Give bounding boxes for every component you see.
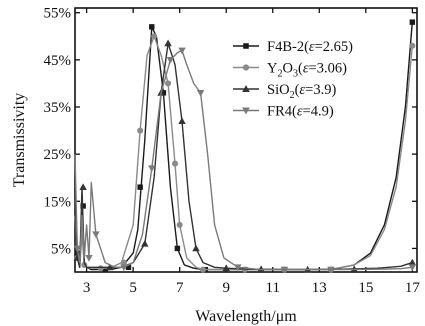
y-tick-label: 15%: [44, 194, 72, 210]
data-point: [106, 263, 114, 271]
data-point: [222, 264, 230, 272]
data-point: [178, 117, 186, 125]
data-point: [409, 42, 416, 49]
data-point: [199, 266, 206, 273]
series-3: [73, 39, 417, 273]
legend-marker: [242, 107, 250, 115]
x-axis-title: Wavelength/μm: [195, 308, 297, 325]
y-tick-label: 55%: [44, 6, 72, 22]
legend-entry: F4B-2(ε=2.65): [233, 39, 353, 55]
legend-marker: [243, 43, 249, 49]
x-tick-label: 13: [312, 280, 327, 296]
series-line: [74, 42, 413, 271]
legend-marker: [242, 85, 250, 92]
data-point: [409, 19, 416, 25]
data-point: [148, 165, 156, 173]
tick-labels: 3 5 7 9 11 13 15 17 5% 15% 25% 35% 45% 55%: [44, 6, 421, 296]
legend: F4B-2(ε=2.65) Y2O3(ε=3.06) SiO2(ε=3.9) FR4(…: [233, 39, 353, 120]
data-point: [97, 265, 104, 272]
x-tick-label: 17: [405, 280, 421, 296]
data-point: [120, 264, 128, 272]
series-1: [74, 19, 416, 273]
data-point: [280, 266, 289, 274]
legend-label: SiO2(ε=3.9): [267, 82, 336, 101]
x-tick-label: 15: [358, 280, 373, 296]
data-point: [141, 239, 149, 247]
data-point: [151, 33, 158, 40]
data-point: [137, 184, 143, 190]
legend-label: FR4(ε=4.9): [267, 104, 334, 120]
x-tick-label: 9: [222, 280, 230, 296]
data-point: [73, 245, 82, 253]
data-point: [137, 127, 144, 134]
series-line: [74, 22, 413, 271]
data-point: [79, 183, 87, 191]
data-point: [176, 221, 183, 228]
legend-marker: [242, 64, 250, 71]
x-tick-label: 11: [266, 280, 280, 296]
data-point: [234, 264, 242, 272]
y-tick-label: 45%: [44, 53, 72, 69]
y-axis-title: Transmissivity: [11, 93, 28, 188]
series-4: [73, 47, 417, 274]
data-point: [192, 244, 200, 252]
y-tick-label: 35%: [44, 100, 72, 116]
y-tick-label: 25%: [44, 147, 72, 163]
legend-label: Y2O3(ε=3.06): [267, 61, 347, 80]
legend-entry: SiO2(ε=3.9): [233, 82, 336, 101]
data-point: [172, 160, 179, 167]
data-point: [327, 266, 335, 274]
legend-entry: FR4(ε=4.9): [233, 104, 334, 120]
data-point: [408, 264, 417, 272]
data-point: [165, 80, 172, 87]
data-point: [164, 39, 172, 47]
data-point: [196, 89, 205, 97]
data-point: [178, 47, 186, 55]
data-point: [92, 231, 100, 239]
data-point: [174, 245, 181, 252]
x-tick-label: 5: [129, 280, 137, 296]
data-point: [408, 258, 417, 266]
data-point: [85, 254, 93, 262]
data-point: [166, 56, 175, 64]
y-tick-label: 5%: [51, 241, 71, 257]
legend-label: F4B-2(ε=2.65): [267, 39, 353, 55]
legend-entry: Y2O3(ε=3.06): [233, 61, 347, 80]
series-line: [74, 35, 413, 271]
x-tick-label: 7: [176, 280, 184, 296]
series-layer: [73, 19, 417, 274]
series-line: [74, 49, 413, 271]
data-point: [149, 24, 155, 30]
x-tick-label: 3: [83, 280, 91, 296]
